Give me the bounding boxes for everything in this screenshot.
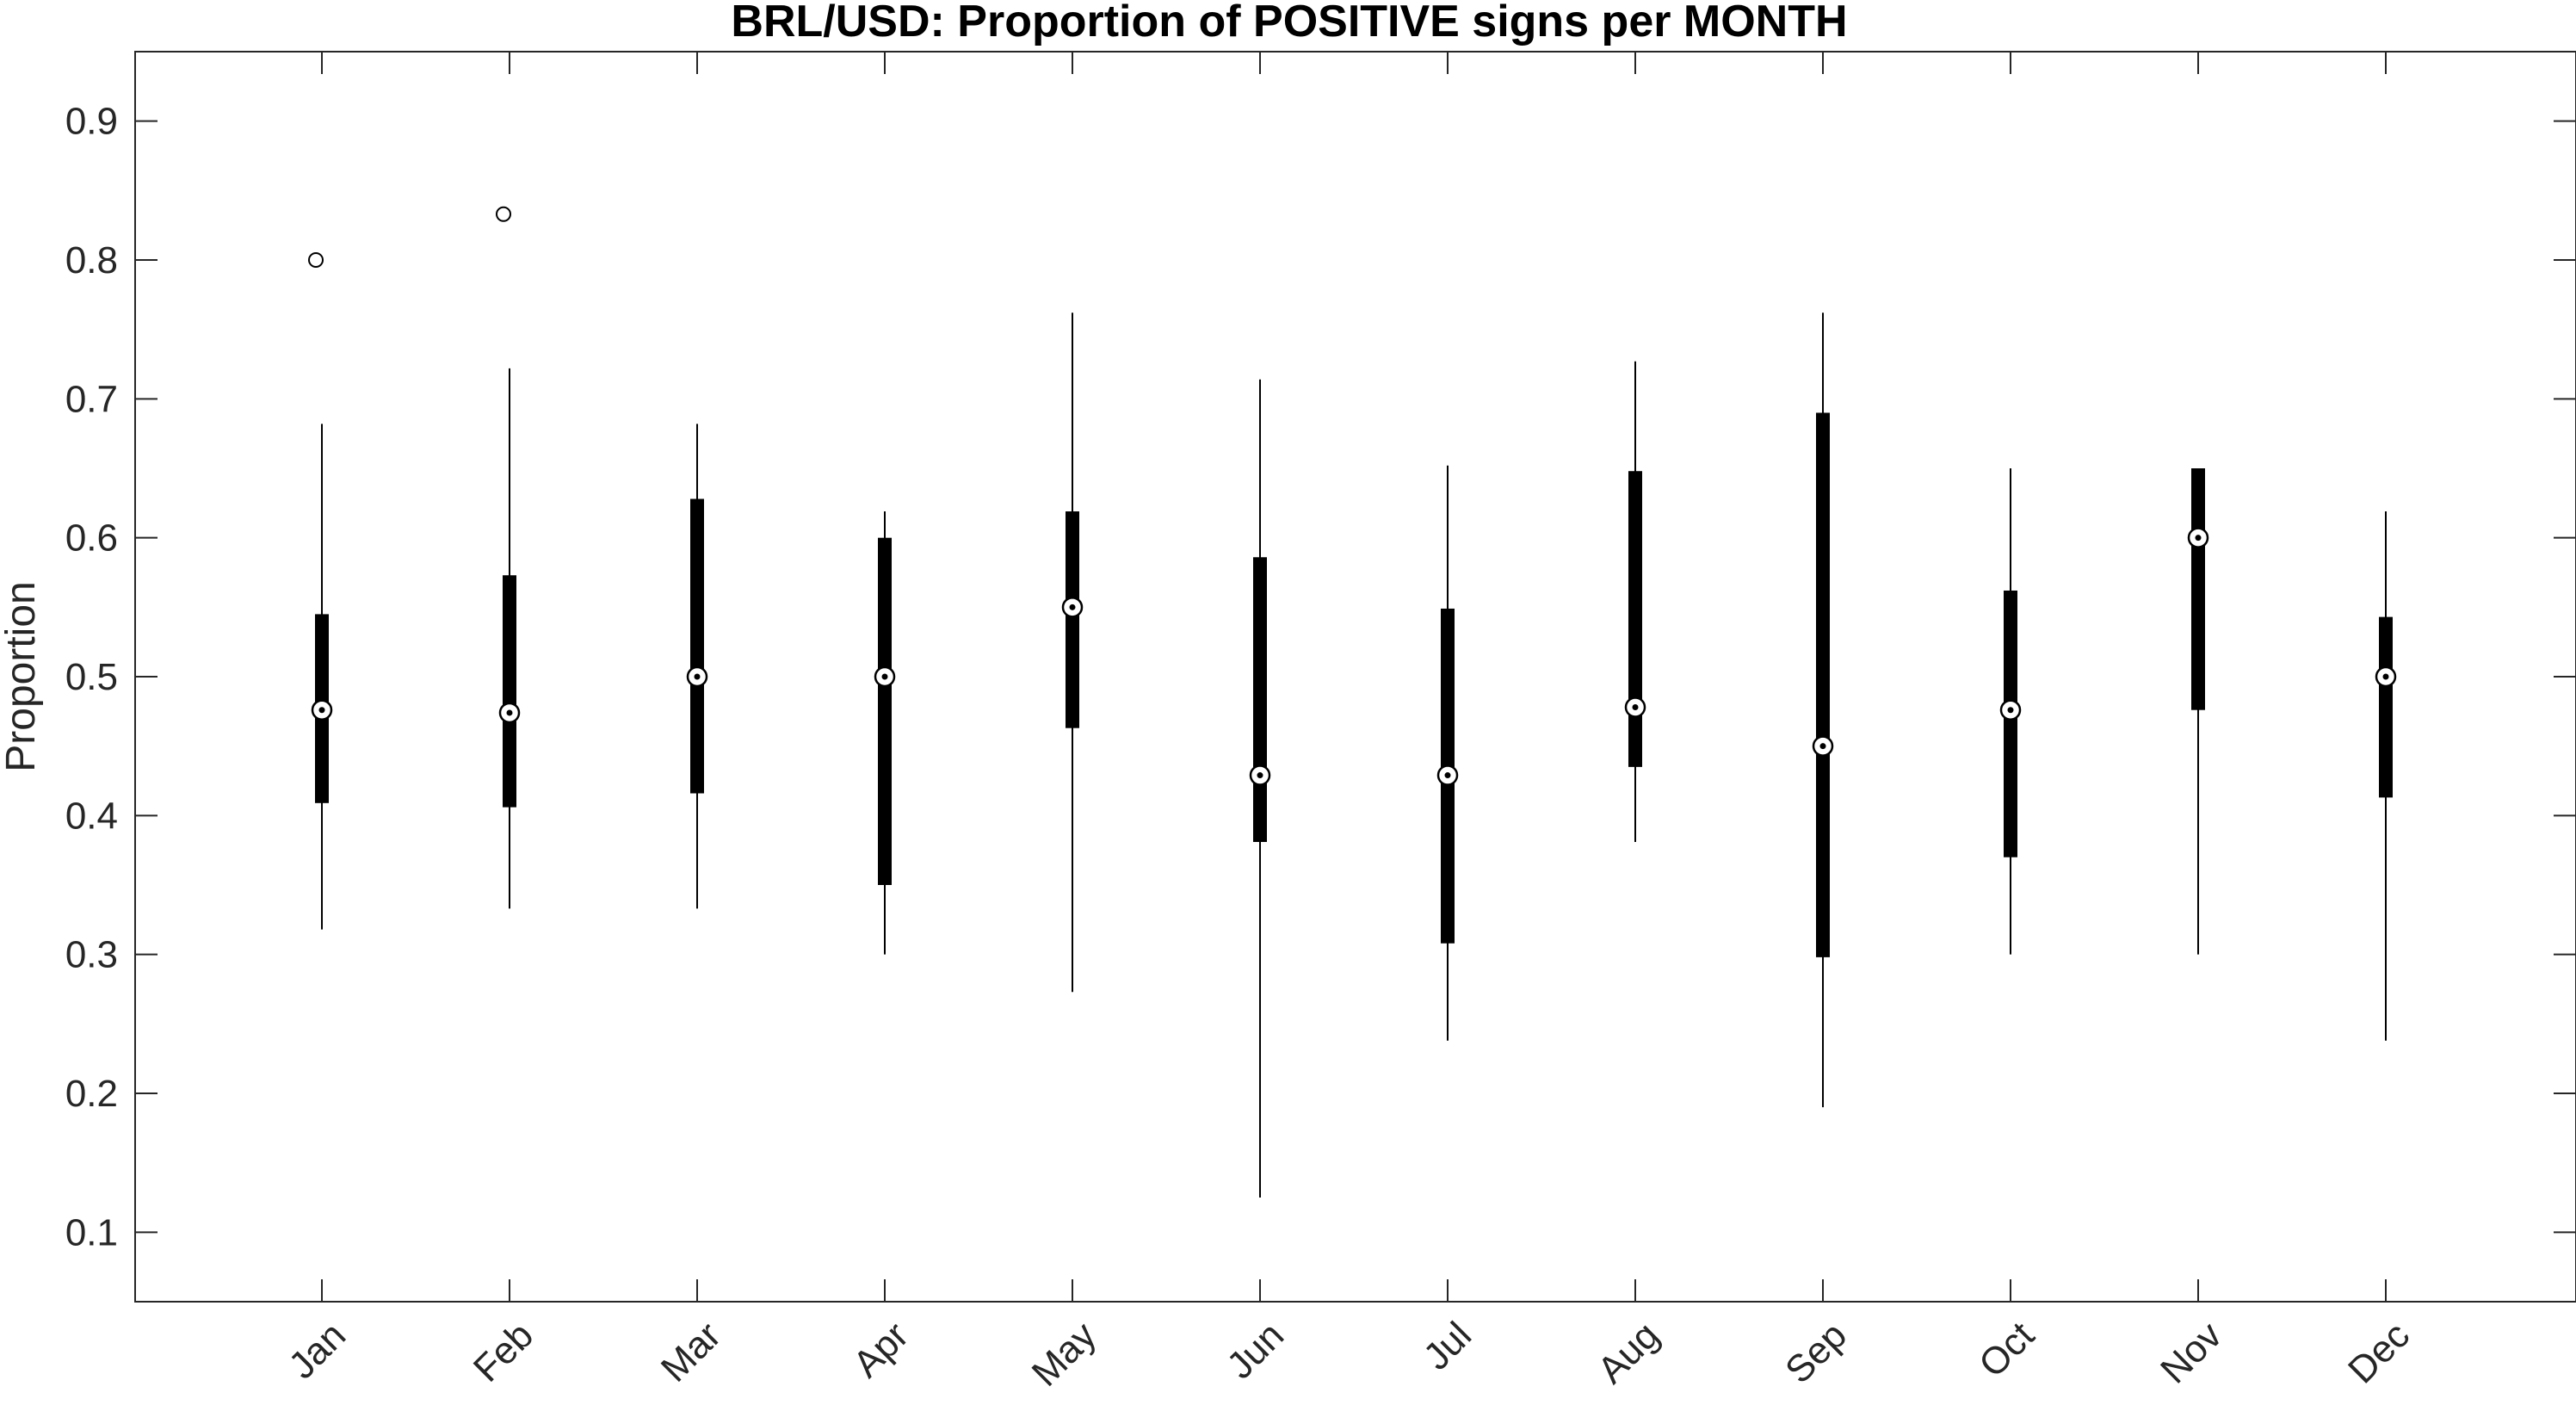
- median-dot: [2007, 707, 2014, 714]
- y-tick-label: 0.1: [65, 1211, 118, 1253]
- median-dot: [318, 707, 325, 714]
- x-tick-label: Jan: [281, 1314, 354, 1387]
- x-tick-label: Jun: [1219, 1314, 1292, 1387]
- y-axis-ticks: 0.1 0.2 0.3 0.4 0.5 0.6 0.7 0.8 0.9: [65, 101, 2576, 1253]
- median-dot: [1819, 743, 1826, 750]
- plot-area-frame: [134, 51, 2576, 1303]
- y-tick-label: 0.8: [65, 239, 118, 282]
- y-tick-label: 0.6: [65, 517, 118, 560]
- box-dec: [2375, 511, 2397, 1041]
- box-sep: [1812, 313, 1834, 1108]
- y-axis-label: Proportion: [0, 581, 44, 771]
- interquartile-box: [1816, 412, 1830, 957]
- box-jun: [1249, 379, 1271, 1198]
- median-dot: [1444, 772, 1451, 779]
- chart-title: BRL/USD: Proportion of POSITIVE signs pe…: [731, 0, 1847, 46]
- y-tick-label: 0.4: [65, 795, 118, 837]
- interquartile-box: [878, 537, 892, 885]
- interquartile-box: [503, 575, 516, 808]
- x-tick-label: Jul: [1416, 1314, 1480, 1377]
- median-dot: [881, 673, 888, 680]
- box-oct: [1999, 468, 2022, 955]
- box-apr: [874, 511, 896, 955]
- box-feb: [496, 206, 521, 909]
- median-dot: [506, 709, 513, 716]
- box-series: [308, 206, 2397, 1198]
- y-tick-label: 0.7: [65, 378, 118, 420]
- interquartile-box: [1628, 471, 1642, 767]
- x-tick-label: Feb: [466, 1314, 541, 1390]
- x-tick-label: Aug: [1590, 1314, 1667, 1391]
- box-aug: [1624, 361, 1646, 842]
- box-nov: [2187, 468, 2209, 955]
- interquartile-box: [690, 498, 704, 794]
- x-tick-label: Apr: [845, 1314, 917, 1385]
- interquartile-box: [2191, 468, 2205, 710]
- median-dot: [1632, 703, 1639, 710]
- median-dot: [2382, 673, 2389, 680]
- median-dot: [1257, 772, 1263, 779]
- x-tick-label: Oct: [1971, 1314, 2042, 1385]
- x-tick-label: Mar: [653, 1314, 729, 1390]
- interquartile-box: [2004, 590, 2017, 857]
- x-tick-label: Nov: [2153, 1314, 2230, 1391]
- y-tick-label: 0.2: [65, 1073, 118, 1115]
- x-tick-label: Sep: [1777, 1314, 1855, 1391]
- box-may: [1061, 313, 1084, 993]
- median-dot: [1069, 603, 1076, 610]
- outlier-point: [308, 252, 324, 268]
- y-tick-label: 0.9: [65, 101, 118, 143]
- x-tick-label: May: [1024, 1314, 1104, 1394]
- box-jan: [308, 252, 333, 930]
- interquartile-box: [1066, 511, 1079, 728]
- median-dot: [2195, 535, 2202, 542]
- x-axis-ticks: Jan Feb Mar Apr May Jun Jul Aug Sep Oct Nov Dec: [281, 52, 2418, 1395]
- interquartile-box: [1253, 557, 1267, 842]
- box-jul: [1436, 465, 1459, 1041]
- x-tick-label: Dec: [2340, 1314, 2418, 1391]
- outlier-point: [496, 206, 511, 222]
- median-dot: [694, 673, 701, 680]
- y-tick-label: 0.5: [65, 656, 118, 698]
- y-tick-label: 0.3: [65, 934, 118, 976]
- box-mar: [686, 424, 708, 909]
- interquartile-box: [2379, 616, 2393, 798]
